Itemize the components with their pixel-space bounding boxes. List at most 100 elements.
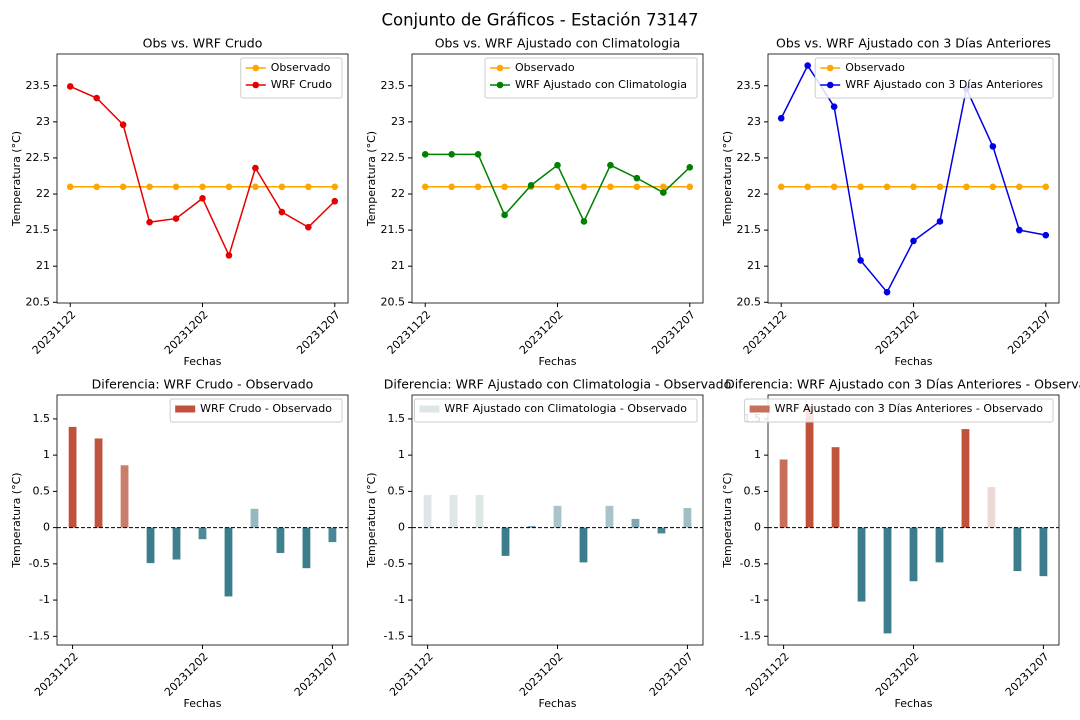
x-tick-label: 20231202 — [873, 308, 922, 357]
y-tick-label: -0.5 — [384, 557, 405, 570]
y-tick-label: 21.5 — [26, 223, 51, 236]
legend-label: Observado — [271, 61, 331, 74]
legend: WRF Ajustado con 3 Días Anteriores - Obs… — [744, 398, 1054, 423]
x-tick-label: 20231122 — [743, 650, 792, 699]
bar — [120, 465, 129, 528]
legend-label: Observado — [845, 61, 905, 74]
subplot: Diferencia: WRF Ajustado con Climatologi… — [365, 377, 731, 711]
bar — [501, 527, 510, 556]
y-tick-label: 1 — [43, 448, 50, 461]
marker — [331, 183, 339, 191]
marker — [1042, 183, 1050, 191]
marker — [660, 183, 667, 191]
x-tick-label: 20231207 — [1005, 308, 1054, 357]
y-tick-label: 22 — [747, 187, 761, 200]
y-tick-label: 0.5 — [388, 484, 406, 497]
subplot-title: Diferencia: WRF Crudo - Observado — [92, 377, 314, 392]
legend-label: WRF Ajustado con 3 Días Anteriores — [845, 78, 1043, 91]
subplot: Obs vs. WRF Ajustado con 3 Días Anterior… — [721, 36, 1060, 368]
x-tick-label: 20231207 — [294, 308, 343, 357]
marker — [501, 211, 508, 219]
marker — [146, 218, 153, 226]
y-axis-label: Temperatura (°C) — [721, 472, 734, 568]
legend-marker — [496, 81, 504, 89]
marker — [580, 183, 588, 191]
marker — [527, 182, 535, 189]
y-tick-label: 0 — [398, 521, 405, 534]
marker — [199, 195, 206, 202]
marker — [607, 183, 614, 191]
x-tick-label: 20231122 — [32, 650, 81, 699]
legend: Observado WRF Crudo — [240, 57, 343, 99]
marker — [225, 183, 233, 191]
marker — [633, 183, 641, 191]
marker — [448, 151, 455, 158]
y-tick-label: -1 — [750, 593, 761, 606]
legend-box — [484, 57, 698, 99]
marker — [910, 183, 917, 191]
y-tick-label: 22 — [391, 187, 405, 200]
bar — [449, 495, 458, 528]
x-tick-label: 20231122 — [30, 308, 79, 357]
bar — [1013, 527, 1022, 572]
marker — [66, 83, 74, 90]
marker — [857, 257, 864, 264]
y-tick-label: 21.5 — [381, 223, 406, 236]
subplot-title: Obs vs. WRF Ajustado con 3 Días Anterior… — [776, 36, 1051, 51]
bar — [172, 527, 181, 560]
bar — [553, 505, 562, 528]
bar — [198, 527, 207, 540]
legend-box — [744, 398, 1054, 423]
x-axis-label: Fechas — [184, 697, 222, 710]
bar — [631, 518, 640, 528]
marker — [777, 114, 785, 122]
bar — [579, 527, 588, 563]
marker — [448, 183, 455, 191]
marker — [66, 183, 74, 191]
marker — [119, 121, 127, 129]
bar — [605, 505, 614, 528]
marker — [474, 183, 482, 191]
marker — [883, 183, 891, 191]
legend-swatch — [749, 405, 770, 413]
subplot: Diferencia: WRF Crudo - Observado -1.5 -1 -… — [10, 377, 349, 710]
axes-frame — [56, 394, 349, 646]
marker — [1016, 226, 1023, 234]
x-tick-label: 20231207 — [1003, 650, 1052, 699]
legend-label: WRF Ajustado con Climatologia — [515, 78, 687, 91]
marker — [580, 218, 588, 225]
marker — [830, 103, 838, 110]
marker — [172, 183, 180, 191]
marker — [93, 183, 100, 191]
marker — [278, 208, 286, 216]
legend-label: Observado — [515, 61, 575, 74]
bar — [224, 527, 233, 597]
bar — [146, 527, 155, 564]
bar — [883, 527, 892, 634]
bar — [987, 487, 996, 528]
marker — [1016, 183, 1023, 191]
marker — [963, 183, 970, 191]
y-tick-label: -1 — [394, 593, 405, 606]
bar — [475, 495, 484, 528]
y-tick-label: 21 — [391, 259, 405, 272]
y-axis-label: Temperatura (°C) — [721, 131, 734, 227]
y-tick-label: 22.5 — [26, 151, 51, 164]
marker — [633, 174, 641, 182]
bar — [68, 426, 77, 528]
bar — [423, 495, 432, 528]
x-axis-label: Fechas — [895, 697, 933, 710]
marker — [278, 183, 286, 191]
x-axis-label: Fechas — [539, 355, 577, 368]
marker — [804, 62, 811, 69]
marker — [857, 183, 864, 191]
marker — [936, 218, 944, 225]
subplot-title: Obs vs. WRF Ajustado con Climatologia — [435, 36, 681, 51]
x-tick-label: 20231202 — [162, 650, 211, 699]
marker — [554, 161, 561, 169]
y-tick-label: 0 — [43, 521, 50, 534]
marker — [474, 151, 482, 158]
legend-label: WRF Crudo — [271, 78, 333, 91]
y-tick-label: -1.5 — [740, 629, 761, 642]
